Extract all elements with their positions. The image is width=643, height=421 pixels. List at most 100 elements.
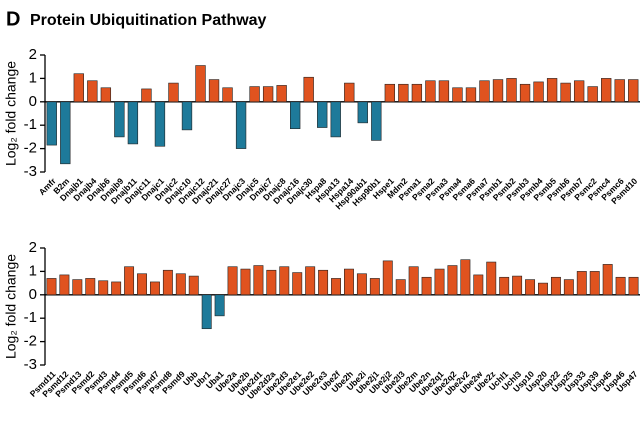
bar — [560, 82, 571, 103]
bar — [111, 281, 122, 296]
chart-title: Protein Ubiquitination Pathway — [30, 12, 267, 29]
bar — [137, 273, 147, 296]
bar — [100, 87, 112, 103]
bar — [60, 101, 71, 165]
bar — [124, 266, 135, 296]
bar — [434, 268, 445, 296]
bar — [154, 101, 166, 147]
bar — [473, 274, 484, 296]
bar — [330, 101, 341, 138]
y-tick-label: 0 — [29, 286, 37, 303]
bar — [305, 266, 316, 296]
bar — [525, 279, 536, 296]
bar — [127, 101, 139, 145]
bar — [59, 274, 70, 296]
y-tick-label: -1 — [24, 309, 37, 326]
bar — [262, 86, 274, 103]
bar — [292, 272, 303, 296]
bar — [279, 266, 290, 296]
bar — [188, 275, 199, 296]
bar — [290, 101, 301, 130]
bar — [72, 279, 83, 296]
bar — [331, 278, 341, 296]
bar — [628, 79, 639, 103]
bar — [452, 87, 463, 103]
bar — [181, 101, 193, 131]
bar — [479, 80, 490, 103]
bar — [356, 273, 367, 296]
bar — [317, 101, 328, 128]
bar — [141, 88, 152, 103]
y-tick-label: 0 — [29, 93, 37, 110]
bar — [87, 80, 98, 103]
y-tick-label: 1 — [29, 262, 37, 279]
bar — [227, 266, 238, 296]
bar — [201, 294, 212, 330]
bar — [214, 294, 225, 317]
bar — [615, 276, 626, 296]
bar — [85, 278, 96, 296]
bar — [266, 269, 277, 296]
bar — [357, 101, 368, 124]
bar — [533, 81, 544, 103]
bar — [589, 271, 600, 296]
bar — [602, 264, 613, 296]
bar — [222, 87, 233, 103]
bar — [601, 78, 612, 103]
bar — [235, 101, 247, 149]
bar — [240, 268, 251, 296]
y-tick-label: -2 — [24, 140, 37, 157]
bar — [344, 268, 354, 296]
bar — [162, 269, 173, 296]
bar — [576, 271, 587, 296]
bar — [519, 83, 531, 103]
bar — [411, 83, 423, 103]
bar — [614, 79, 625, 103]
bar — [382, 260, 393, 296]
bar — [563, 279, 574, 296]
y-axis-label: Log₂ fold change — [3, 61, 19, 166]
bar — [628, 276, 639, 296]
bar — [398, 83, 409, 103]
y-tick-label: -1 — [24, 116, 37, 133]
bar — [499, 276, 510, 296]
y-tick-label: 2 — [29, 239, 37, 256]
y-tick-label: -2 — [24, 333, 37, 350]
bar — [465, 87, 477, 103]
bar — [512, 275, 523, 296]
bar — [318, 269, 329, 296]
y-tick-label: 2 — [29, 46, 37, 63]
bar — [492, 79, 504, 103]
bar — [98, 280, 109, 296]
bar — [46, 278, 57, 296]
bar — [249, 86, 260, 103]
bar — [587, 86, 598, 103]
bar — [438, 80, 450, 103]
bar — [546, 78, 558, 103]
y-tick-label: 1 — [29, 69, 37, 86]
bar — [460, 259, 471, 296]
bar — [253, 265, 264, 296]
bar — [168, 82, 179, 103]
bar — [114, 101, 125, 138]
bar — [425, 80, 436, 103]
bar — [573, 80, 585, 103]
bar — [175, 273, 186, 296]
bar — [276, 85, 287, 103]
bar — [149, 281, 160, 296]
bar — [550, 276, 561, 296]
y-tick-label: -3 — [24, 163, 37, 180]
bar — [486, 261, 497, 296]
bar — [421, 276, 432, 296]
bar — [344, 82, 355, 103]
bar — [371, 101, 382, 141]
bar — [303, 76, 314, 103]
bar — [506, 78, 517, 103]
bar — [369, 278, 380, 296]
bar — [447, 265, 458, 296]
bar — [46, 101, 57, 146]
y-tick-label: -3 — [24, 356, 37, 373]
bar — [538, 282, 548, 296]
bar — [408, 266, 419, 296]
